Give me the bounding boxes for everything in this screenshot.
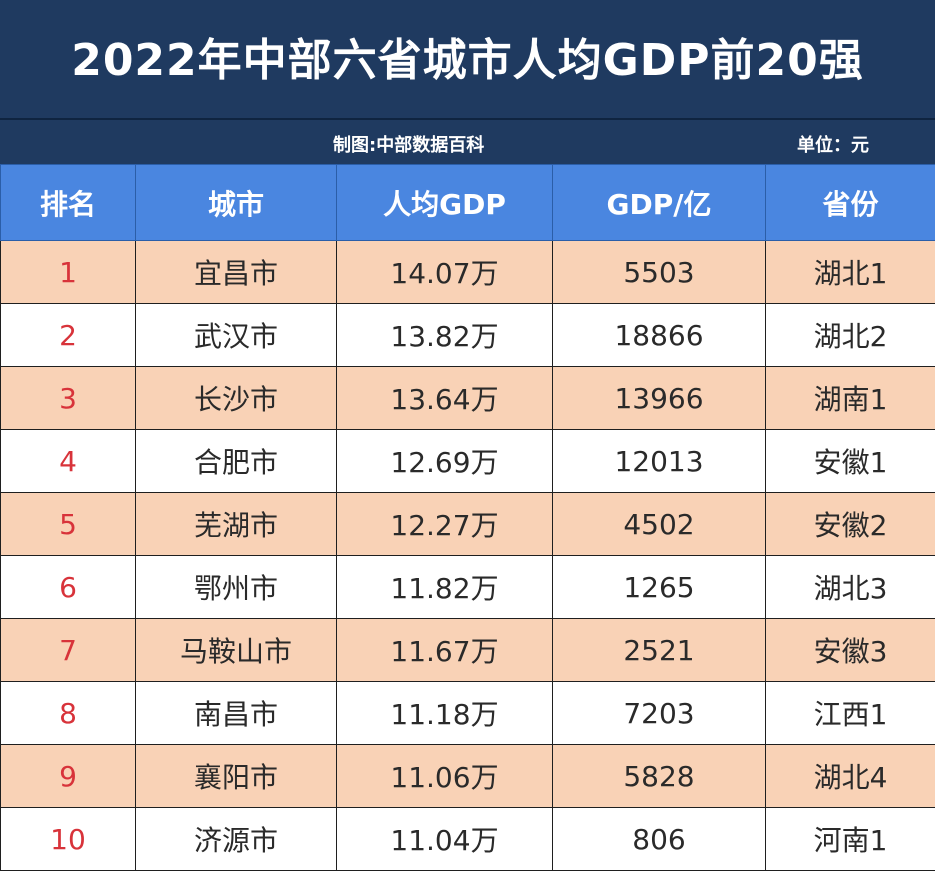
rank-cell: 6	[1, 556, 136, 619]
table-row: 10 济源市 11.04万 806 河南1	[1, 808, 935, 871]
unit-text: 单位：元	[797, 131, 869, 157]
page-title: 2022年中部六省城市人均GDP前20强	[71, 24, 864, 88]
gdp-cell: 806	[553, 808, 766, 871]
gdp-cell: 13966	[553, 367, 766, 430]
credit-text: 制图:中部数据百科	[333, 131, 484, 157]
column-header-city: 城市	[136, 165, 337, 241]
column-header-rank: 排名	[1, 165, 136, 241]
rank-cell: 5	[1, 493, 136, 556]
table-row: 8 南昌市 11.18万 7203 江西1	[1, 682, 935, 745]
gdp-cell: 1265	[553, 556, 766, 619]
gdp-per-capita-cell: 14.07万	[337, 241, 553, 304]
province-cell: 湖北2	[766, 304, 935, 367]
province-cell: 安徽2	[766, 493, 935, 556]
city-cell: 马鞍山市	[136, 619, 337, 682]
table-row: 5 芜湖市 12.27万 4502 安徽2	[1, 493, 935, 556]
gdp-cell: 2521	[553, 619, 766, 682]
rank-cell: 10	[1, 808, 136, 871]
province-cell: 安徽3	[766, 619, 935, 682]
rank-cell: 2	[1, 304, 136, 367]
info-band: 制图:中部数据百科 单位：元	[0, 120, 935, 164]
rank-cell: 1	[1, 241, 136, 304]
city-cell: 长沙市	[136, 367, 337, 430]
table-row: 4 合肥市 12.69万 12013 安徽1	[1, 430, 935, 493]
gdp-cell: 5828	[553, 745, 766, 808]
gdp-per-capita-cell: 11.06万	[337, 745, 553, 808]
title-band: 2022年中部六省城市人均GDP前20强	[0, 0, 935, 120]
province-cell: 湖北4	[766, 745, 935, 808]
city-cell: 济源市	[136, 808, 337, 871]
city-cell: 襄阳市	[136, 745, 337, 808]
city-cell: 宜昌市	[136, 241, 337, 304]
rank-cell: 8	[1, 682, 136, 745]
province-cell: 湖南1	[766, 367, 935, 430]
table-row: 2 武汉市 13.82万 18866 湖北2	[1, 304, 935, 367]
table-row: 6 鄂州市 11.82万 1265 湖北3	[1, 556, 935, 619]
city-cell: 芜湖市	[136, 493, 337, 556]
column-header-gdp-per-capita: 人均GDP	[337, 165, 553, 241]
city-cell: 南昌市	[136, 682, 337, 745]
gdp-per-capita-cell: 11.04万	[337, 808, 553, 871]
gdp-per-capita-cell: 12.69万	[337, 430, 553, 493]
gdp-per-capita-cell: 13.64万	[337, 367, 553, 430]
gdp-per-capita-cell: 11.67万	[337, 619, 553, 682]
province-cell: 江西1	[766, 682, 935, 745]
province-cell: 湖北1	[766, 241, 935, 304]
rank-cell: 7	[1, 619, 136, 682]
column-header-gdp: GDP/亿	[553, 165, 766, 241]
table-row: 7 马鞍山市 11.67万 2521 安徽3	[1, 619, 935, 682]
gdp-per-capita-cell: 13.82万	[337, 304, 553, 367]
rank-cell: 3	[1, 367, 136, 430]
province-cell: 河南1	[766, 808, 935, 871]
city-cell: 合肥市	[136, 430, 337, 493]
gdp-cell: 4502	[553, 493, 766, 556]
column-header-province: 省份	[766, 165, 935, 241]
gdp-cell: 5503	[553, 241, 766, 304]
city-cell: 武汉市	[136, 304, 337, 367]
city-cell: 鄂州市	[136, 556, 337, 619]
rank-cell: 4	[1, 430, 136, 493]
gdp-ranking-table: 排名 城市 人均GDP GDP/亿 省份 1 宜昌市 14.07万 5503 湖…	[0, 164, 935, 871]
gdp-per-capita-cell: 11.18万	[337, 682, 553, 745]
table-header-row: 排名 城市 人均GDP GDP/亿 省份	[1, 165, 935, 241]
rank-cell: 9	[1, 745, 136, 808]
table-row: 3 长沙市 13.64万 13966 湖南1	[1, 367, 935, 430]
gdp-cell: 7203	[553, 682, 766, 745]
province-cell: 安徽1	[766, 430, 935, 493]
gdp-per-capita-cell: 12.27万	[337, 493, 553, 556]
gdp-cell: 18866	[553, 304, 766, 367]
table-row: 1 宜昌市 14.07万 5503 湖北1	[1, 241, 935, 304]
gdp-per-capita-cell: 11.82万	[337, 556, 553, 619]
province-cell: 湖北3	[766, 556, 935, 619]
table-row: 9 襄阳市 11.06万 5828 湖北4	[1, 745, 935, 808]
gdp-cell: 12013	[553, 430, 766, 493]
